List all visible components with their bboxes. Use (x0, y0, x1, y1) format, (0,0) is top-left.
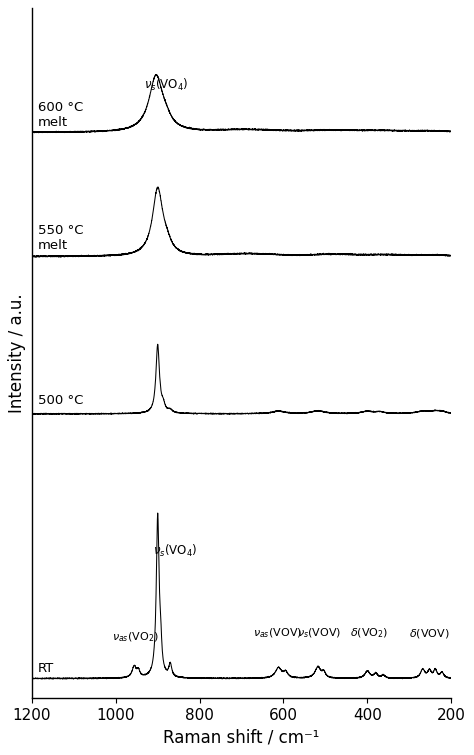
Text: $\nu_s$(VO$_4$): $\nu_s$(VO$_4$) (144, 77, 188, 93)
Text: $\nu_s$(VOV): $\nu_s$(VOV) (297, 627, 341, 640)
X-axis label: Raman shift / cm⁻¹: Raman shift / cm⁻¹ (164, 729, 320, 747)
Text: $\delta$(VO$_2$): $\delta$(VO$_2$) (350, 627, 389, 640)
Text: $\nu_{as}$(VO$_2$): $\nu_{as}$(VO$_2$) (112, 630, 159, 644)
Text: 550 °C
melt: 550 °C melt (38, 223, 84, 251)
Text: 500 °C: 500 °C (38, 394, 83, 407)
Text: $\nu_{as}$(VOV): $\nu_{as}$(VOV) (253, 627, 302, 640)
Text: $\delta$(VOV): $\delta$(VOV) (409, 627, 450, 640)
Text: 600 °C
melt: 600 °C melt (38, 101, 83, 129)
Y-axis label: Intensity / a.u.: Intensity / a.u. (9, 294, 27, 413)
Text: RT: RT (38, 662, 55, 675)
Text: $\nu_s$(VO$_4$): $\nu_s$(VO$_4$) (153, 544, 198, 559)
